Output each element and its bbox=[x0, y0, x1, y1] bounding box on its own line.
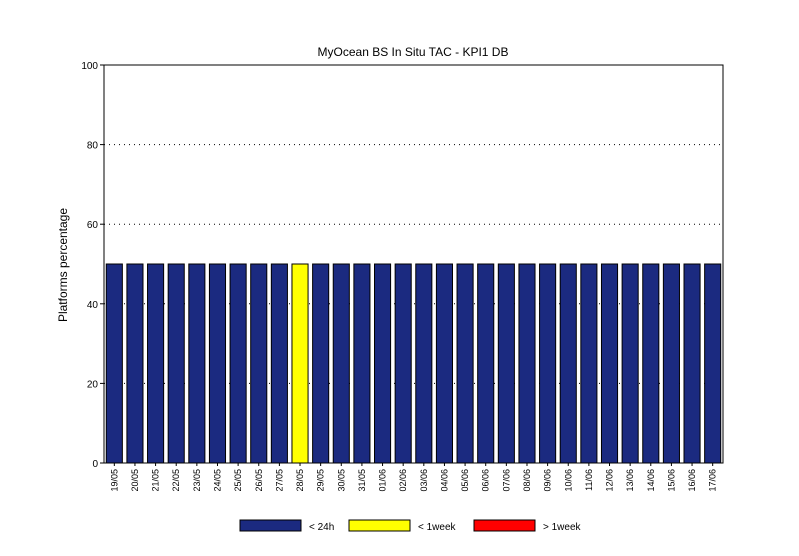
x-tick-label: 09/06 bbox=[543, 469, 553, 492]
bars bbox=[105, 263, 722, 464]
chart-title: MyOcean BS In Situ TAC - KPI1 DB bbox=[318, 45, 509, 59]
x-tick-label: 19/05 bbox=[109, 469, 119, 492]
bar-01-06-series-0 bbox=[374, 263, 392, 464]
bar-24-05-series-0 bbox=[208, 263, 227, 464]
x-tick-label: 22/05 bbox=[171, 469, 181, 492]
plot-frame bbox=[103, 64, 724, 464]
y-tick-label: 80 bbox=[87, 141, 99, 152]
bar-03-06-series-0 bbox=[415, 263, 433, 464]
bar-07-06-series-0 bbox=[497, 263, 515, 464]
x-tick-label: 21/05 bbox=[151, 469, 161, 492]
x-tick-label: 06/06 bbox=[481, 469, 491, 492]
y-tick-label: 100 bbox=[81, 61, 98, 72]
bar-08-06-series-0 bbox=[518, 263, 536, 464]
x-tick-label: 17/06 bbox=[708, 469, 718, 492]
bar-06-06-series-0 bbox=[477, 263, 495, 464]
x-tick-label: 03/06 bbox=[419, 469, 429, 492]
bar-02-06-series-0 bbox=[394, 263, 412, 464]
bar-26-05-series-0 bbox=[250, 263, 268, 464]
x-tick-label: 01/06 bbox=[378, 469, 388, 492]
bar-15-06-series-0 bbox=[662, 263, 680, 464]
x-tick-label: 28/05 bbox=[295, 469, 305, 492]
bar-29-05-series-0 bbox=[312, 263, 330, 464]
x-tick-label: 31/05 bbox=[357, 469, 367, 492]
bar-13-06-series-0 bbox=[621, 263, 639, 464]
x-tick-label: 08/06 bbox=[522, 469, 532, 492]
x-tick-label: 26/05 bbox=[254, 469, 264, 492]
bar-27-05-series-0 bbox=[270, 263, 288, 464]
x-tick-label: 04/06 bbox=[439, 469, 449, 492]
legend-swatch bbox=[473, 519, 536, 532]
x-tick-label: 15/06 bbox=[666, 469, 676, 492]
x-tick-label: 30/05 bbox=[336, 469, 346, 492]
legend-label: < 1week bbox=[418, 522, 457, 533]
bar-19-05-series-0 bbox=[105, 263, 123, 464]
bar-16-06-series-0 bbox=[683, 263, 701, 464]
bar-23-05-series-0 bbox=[188, 263, 206, 464]
bar-25-05-series-0 bbox=[229, 263, 247, 464]
legend-swatch bbox=[239, 519, 302, 532]
x-tick-label: 07/06 bbox=[501, 469, 511, 492]
bar-17-06-series-0 bbox=[704, 263, 722, 464]
bar-21-05-series-0 bbox=[147, 263, 165, 464]
y-tick-label: 20 bbox=[87, 379, 99, 390]
bar-09-06-series-0 bbox=[539, 263, 557, 464]
y-tick-label: 60 bbox=[87, 220, 99, 231]
y-axis-ticks: 0 20 40 60 80 100 bbox=[81, 61, 104, 470]
bar-14-06-series-0 bbox=[642, 263, 660, 464]
x-tick-label: 25/05 bbox=[233, 469, 243, 492]
bar-30-05-series-0 bbox=[332, 263, 350, 464]
gridlines bbox=[104, 144, 723, 384]
x-tick-label: 16/06 bbox=[687, 469, 697, 492]
legend: < 24h < 1week > 1week bbox=[239, 519, 582, 533]
x-tick-label: 13/06 bbox=[625, 469, 635, 492]
bar-10-06-series-0 bbox=[559, 263, 577, 464]
x-tick-label: 11/06 bbox=[584, 469, 594, 491]
bar-12-06-series-0 bbox=[600, 263, 619, 464]
bar-28-05-series-1 bbox=[291, 263, 309, 464]
legend-label: > 1week bbox=[543, 522, 582, 533]
y-tick-label: 0 bbox=[92, 459, 98, 470]
x-tick-label: 20/05 bbox=[130, 469, 140, 492]
x-tick-label: 05/06 bbox=[460, 469, 470, 492]
x-tick-label: 12/06 bbox=[605, 469, 615, 492]
bar-11-06-series-0 bbox=[580, 263, 598, 464]
legend-label: < 24h bbox=[309, 522, 334, 533]
x-tick-label: 27/05 bbox=[274, 469, 284, 492]
y-tick-label: 40 bbox=[87, 300, 99, 311]
x-tick-label: 24/05 bbox=[212, 469, 222, 492]
x-tick-label: 23/05 bbox=[192, 469, 202, 492]
x-tick-label: 29/05 bbox=[316, 469, 326, 492]
bar-31-05-series-0 bbox=[353, 263, 371, 464]
bar-05-06-series-0 bbox=[456, 263, 474, 464]
x-tick-label: 14/06 bbox=[646, 469, 656, 492]
y-axis-label: Platforms percentage bbox=[56, 208, 70, 322]
bar-04-06-series-0 bbox=[435, 263, 453, 464]
x-axis-ticks: 19/05 20/05 21/05 22/05 23/05 24/05 25/05 26/05… bbox=[109, 463, 718, 492]
bar-22-05-series-0 bbox=[167, 263, 185, 464]
bar-20-05-series-0 bbox=[126, 263, 144, 464]
x-tick-label: 10/06 bbox=[563, 469, 573, 492]
x-tick-label: 02/06 bbox=[398, 469, 408, 492]
legend-swatch bbox=[348, 519, 411, 532]
